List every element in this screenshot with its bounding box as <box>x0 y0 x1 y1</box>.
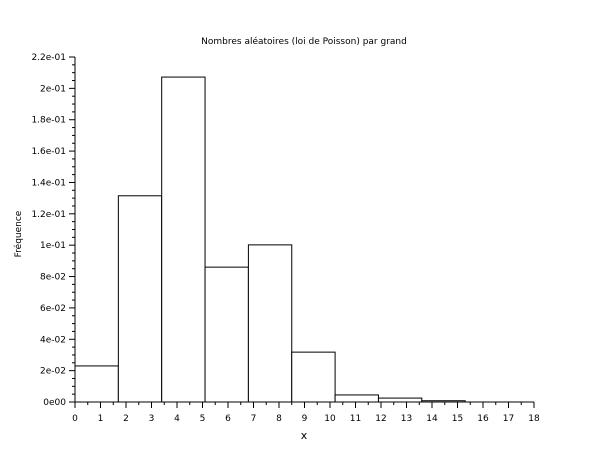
x-tick-label: 16 <box>477 414 489 424</box>
histogram-bar <box>117 195 163 403</box>
y-tick-label: 2.2e-01 <box>31 53 66 63</box>
x-tick-label: 12 <box>375 414 386 424</box>
chart-title: Nombres aléatoires (loi de Poisson) par … <box>201 36 407 47</box>
x-tick-label: 13 <box>401 414 412 424</box>
y-tick-label: 2e-01 <box>40 84 66 94</box>
histogram-bar <box>204 266 249 403</box>
y-tick-label: 1.6e-01 <box>31 147 66 157</box>
y-tick-label: 8e-02 <box>40 273 66 283</box>
x-tick-label: 3 <box>149 414 155 424</box>
x-tick-label: 6 <box>225 414 231 424</box>
x-tick-label: 7 <box>251 414 257 424</box>
histogram-bar <box>334 394 379 403</box>
x-tick-label: 11 <box>350 414 361 424</box>
y-tick-label: 1.2e-01 <box>31 210 66 220</box>
y-tick-label: 2e-02 <box>40 367 66 377</box>
x-tick-label: 9 <box>302 414 308 424</box>
x-tick-label: 2 <box>123 414 129 424</box>
y-tick-label: 4e-02 <box>40 335 66 345</box>
axes-group: 0 1 2 3 4 5 6 7 8 9 10 11 12 13 14 15 16 17 180e002e-024e-… <box>31 53 540 424</box>
y-tick-label: 6e-02 <box>40 304 66 314</box>
x-tick-label: 14 <box>426 414 438 424</box>
y-tick-label: 1.8e-01 <box>31 116 66 126</box>
x-tick-label: 0 <box>72 414 78 424</box>
y-tick-label: 1e-01 <box>40 241 66 251</box>
histogram-bar <box>74 365 119 403</box>
y-tick-label: 0e00 <box>43 398 66 408</box>
histogram-bar <box>161 76 206 403</box>
x-tick-label: 17 <box>503 414 514 424</box>
x-tick-label: 1 <box>98 414 104 424</box>
x-tick-label: 18 <box>528 414 540 424</box>
x-tick-label: 8 <box>276 414 282 424</box>
histogram-bar <box>247 244 293 403</box>
histogram-bar <box>291 351 336 403</box>
histogram-bar <box>377 397 423 403</box>
y-tick-label: 1.4e-01 <box>31 178 66 188</box>
x-tick-label: 4 <box>174 414 180 424</box>
x-tick-label: 5 <box>200 414 206 424</box>
x-axis-title: x <box>301 429 308 442</box>
bars-group <box>74 76 466 403</box>
x-tick-label: 10 <box>324 414 336 424</box>
x-tick-label: 15 <box>452 414 463 424</box>
y-axis-title: Fréquence <box>13 210 24 257</box>
